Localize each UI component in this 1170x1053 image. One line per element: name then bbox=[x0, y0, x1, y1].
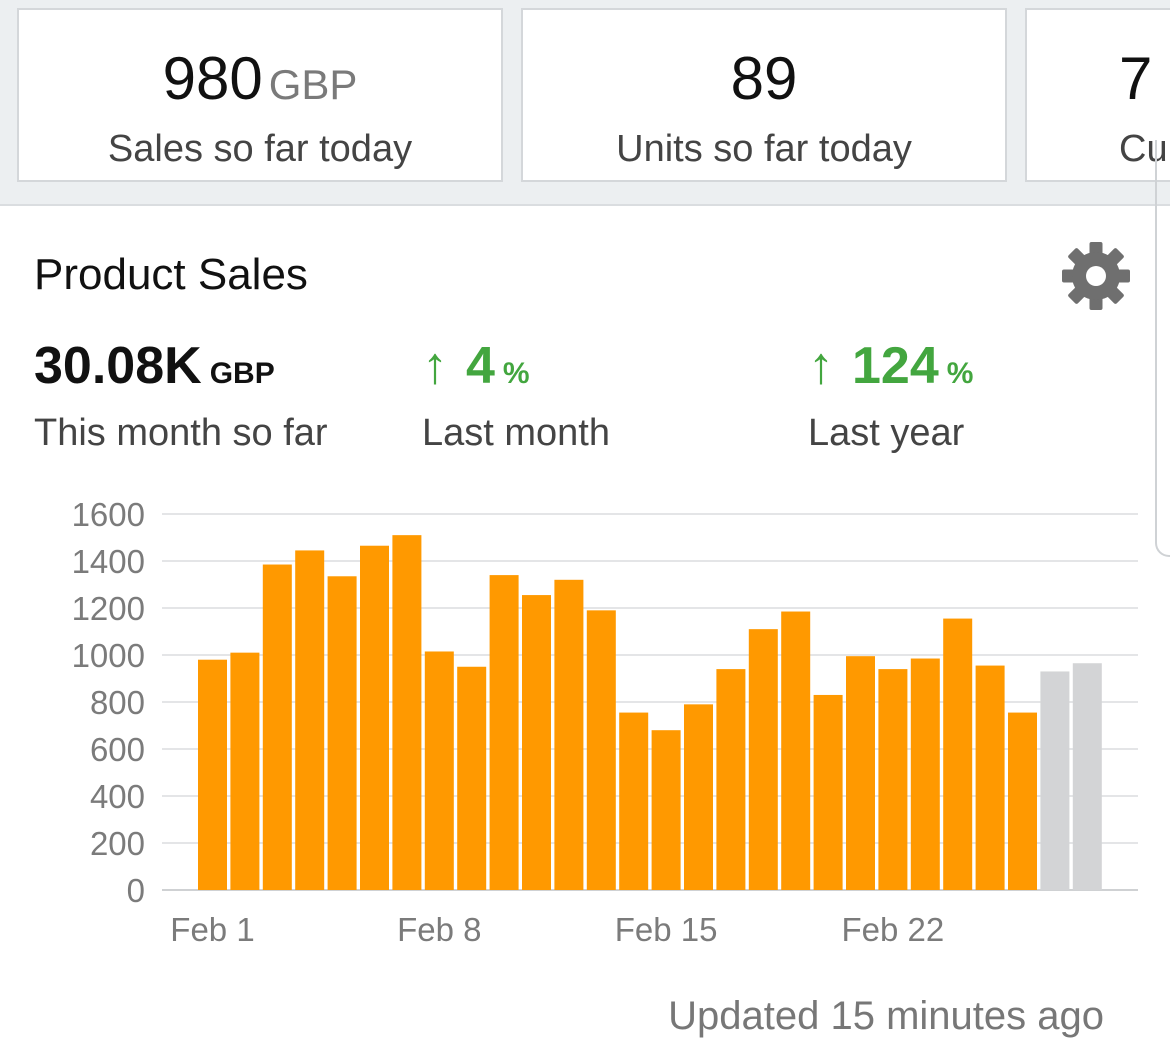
sales-bar[interactable] bbox=[554, 579, 584, 890]
arrow-up-icon: ↑ bbox=[422, 337, 448, 395]
units-today-value: 89 bbox=[730, 45, 798, 112]
sales-bar[interactable] bbox=[327, 576, 357, 890]
month-to-date-unit: GBP bbox=[209, 357, 275, 390]
month-to-date-value-row: 30.08K GBP bbox=[34, 336, 328, 404]
forecast-bar[interactable] bbox=[1040, 671, 1070, 890]
last-year-value: 124 bbox=[852, 337, 939, 395]
sales-bar[interactable] bbox=[910, 658, 940, 890]
last-year-unit: % bbox=[946, 357, 974, 390]
sales-bar[interactable] bbox=[878, 669, 908, 890]
last-month-label: Last month bbox=[422, 412, 610, 454]
sales-today-unit: GBP bbox=[268, 61, 358, 108]
last-month-metric: ↑ 4% Last month bbox=[422, 336, 610, 455]
sales-bar[interactable] bbox=[1008, 712, 1037, 890]
sales-bar[interactable] bbox=[262, 564, 292, 890]
last-year-label: Last year bbox=[808, 412, 965, 454]
units-today-card[interactable]: 89 Units so far today bbox=[521, 8, 1007, 182]
sales-bar[interactable] bbox=[846, 656, 875, 890]
sales-today-label: Sales so far today bbox=[107, 128, 413, 170]
sales-bar[interactable] bbox=[586, 610, 616, 890]
panel-title: Product Sales bbox=[34, 250, 308, 299]
forecast-bar[interactable] bbox=[1072, 663, 1102, 890]
sales-bar[interactable] bbox=[619, 712, 649, 890]
sales-bar[interactable] bbox=[457, 666, 487, 890]
sales-bar[interactable] bbox=[813, 694, 843, 890]
third-card-value: 7 bbox=[1119, 45, 1153, 112]
sales-bar[interactable] bbox=[230, 652, 260, 890]
sales-bar[interactable] bbox=[424, 651, 454, 890]
x-tick-label: Feb 22 bbox=[842, 911, 945, 948]
units-today-label: Units so far today bbox=[616, 128, 912, 170]
y-tick-label: 1200 bbox=[72, 590, 145, 627]
third-summary-card[interactable]: 7 Cu bbox=[1025, 8, 1170, 182]
summary-strip: 980 GBP Sales so far today 89 Units so fa… bbox=[0, 0, 1170, 206]
y-tick-label: 1600 bbox=[72, 496, 145, 533]
sales-today-value: 980 bbox=[162, 45, 263, 112]
month-to-date-value: 30.08K bbox=[34, 337, 202, 395]
last-year-value-row: ↑ 124% bbox=[808, 336, 973, 404]
last-month-unit: % bbox=[502, 357, 530, 390]
sales-today-card[interactable]: 980 GBP Sales so far today bbox=[17, 8, 503, 182]
x-tick-label: Feb 1 bbox=[170, 911, 254, 948]
sales-bar[interactable] bbox=[392, 535, 422, 890]
x-tick-label: Feb 15 bbox=[615, 911, 718, 948]
y-tick-label: 800 bbox=[90, 684, 145, 721]
y-tick-label: 400 bbox=[90, 778, 145, 815]
sales-bar[interactable] bbox=[360, 545, 389, 890]
updated-timestamp: Updated 15 minutes ago bbox=[668, 994, 1104, 1038]
x-tick-label: Feb 8 bbox=[397, 911, 481, 948]
sales-bar[interactable] bbox=[716, 669, 746, 890]
arrow-up-icon: ↑ bbox=[808, 337, 834, 395]
sales-bar[interactable] bbox=[781, 611, 811, 890]
sales-bar[interactable] bbox=[522, 595, 551, 890]
month-to-date-label: This month so far bbox=[34, 412, 328, 454]
sales-bar[interactable] bbox=[943, 618, 973, 890]
y-tick-label: 1400 bbox=[72, 543, 145, 580]
sales-bar[interactable] bbox=[198, 659, 227, 890]
last-month-value-row: ↑ 4% bbox=[422, 336, 610, 404]
y-tick-label: 200 bbox=[90, 825, 145, 862]
sales-bar[interactable] bbox=[684, 704, 713, 890]
product-sales-chart[interactable]: 0 200 400 600 800 1000 1200 1400 1600 Feb 1 Feb 8 F… bbox=[0, 490, 1170, 960]
month-to-date-metric: 30.08K GBP This month so far bbox=[34, 336, 328, 455]
last-year-metric: ↑ 124% Last year bbox=[808, 336, 973, 455]
sales-bar[interactable] bbox=[975, 665, 1005, 890]
sales-bar[interactable] bbox=[748, 629, 778, 890]
sales-today-value-row: 980 GBP bbox=[19, 44, 501, 120]
sales-bar[interactable] bbox=[489, 575, 519, 890]
sales-bar[interactable] bbox=[651, 730, 681, 890]
sales-bar[interactable] bbox=[295, 550, 325, 890]
y-tick-label: 0 bbox=[127, 872, 145, 909]
y-tick-label: 600 bbox=[90, 731, 145, 768]
gear-icon[interactable] bbox=[1060, 240, 1132, 312]
last-month-value: 4 bbox=[466, 337, 495, 395]
y-tick-label: 1000 bbox=[72, 637, 145, 674]
